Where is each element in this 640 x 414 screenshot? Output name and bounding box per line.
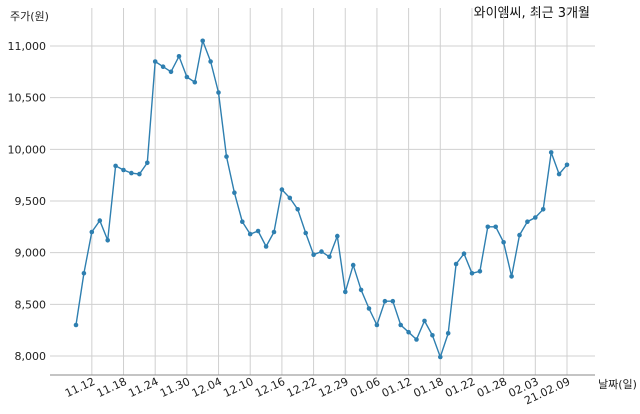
data-point bbox=[192, 79, 198, 85]
data-point bbox=[430, 333, 435, 338]
data-point bbox=[453, 261, 459, 267]
x-tick-label: 11.30 bbox=[158, 375, 192, 400]
data-point bbox=[525, 219, 530, 224]
data-point bbox=[263, 244, 269, 249]
data-point bbox=[382, 298, 388, 304]
data-point bbox=[168, 69, 174, 75]
data-point bbox=[358, 287, 364, 293]
y-tick-label: 10,500 bbox=[8, 92, 47, 105]
data-point bbox=[255, 228, 261, 234]
data-point bbox=[564, 162, 570, 168]
data-point bbox=[184, 74, 190, 80]
x-tick-label: 11.24 bbox=[126, 375, 160, 400]
data-point bbox=[81, 271, 87, 276]
x-tick-label: 12.04 bbox=[190, 375, 224, 400]
x-axis-label: 날짜(일) bbox=[598, 377, 637, 391]
data-point bbox=[287, 195, 293, 201]
data-point bbox=[374, 322, 380, 328]
data-point bbox=[137, 171, 142, 177]
y-tick-label: 10,000 bbox=[8, 143, 47, 156]
data-point bbox=[501, 240, 506, 245]
data-point bbox=[145, 160, 150, 166]
x-tick-label: 01.22 bbox=[443, 375, 477, 400]
data-point bbox=[335, 233, 340, 239]
data-point bbox=[406, 329, 411, 335]
data-point bbox=[121, 167, 126, 173]
data-point bbox=[89, 229, 95, 235]
data-point bbox=[469, 271, 475, 276]
data-point bbox=[461, 251, 467, 256]
x-tick-label: 12.10 bbox=[221, 375, 255, 400]
data-point bbox=[208, 59, 213, 64]
data-point bbox=[113, 163, 118, 169]
data-point bbox=[390, 298, 396, 304]
data-point bbox=[271, 229, 277, 235]
x-tick-label: 12.29 bbox=[316, 375, 350, 400]
price-line bbox=[75, 38, 568, 360]
data-point bbox=[517, 232, 522, 238]
data-point bbox=[73, 322, 79, 328]
x-tick-label: 01.06 bbox=[348, 375, 382, 400]
data-point bbox=[509, 274, 514, 279]
data-point bbox=[97, 218, 103, 223]
x-tick-label: 01.18 bbox=[412, 375, 446, 400]
data-point bbox=[414, 337, 419, 342]
data-point bbox=[540, 207, 546, 212]
x-tick-label: 12.16 bbox=[253, 375, 287, 400]
data-point bbox=[311, 252, 316, 257]
data-point bbox=[129, 170, 134, 176]
data-point bbox=[343, 289, 348, 295]
data-point bbox=[216, 90, 221, 95]
data-point bbox=[105, 238, 110, 243]
y-tick-labels: 8,000 8,500 9,000 9,500 10,000 10,500 11,000 bbox=[8, 40, 47, 363]
data-point bbox=[493, 224, 499, 230]
data-point bbox=[319, 249, 324, 254]
data-point bbox=[398, 322, 404, 328]
data-point bbox=[438, 354, 443, 360]
data-point bbox=[548, 150, 554, 155]
data-point bbox=[422, 318, 427, 324]
data-point bbox=[200, 38, 205, 44]
x-tick-label: 01.12 bbox=[380, 375, 414, 400]
data-point bbox=[327, 254, 332, 260]
data-point bbox=[160, 64, 166, 69]
y-axis-label: 주가(원) bbox=[10, 10, 49, 23]
data-point bbox=[279, 187, 285, 192]
data-point bbox=[224, 154, 229, 159]
chart-title: 와이엠씨, 최근 3개월 bbox=[474, 6, 590, 21]
x-tick-label: 11.12 bbox=[63, 375, 97, 400]
y-tick-label: 11,000 bbox=[8, 40, 47, 53]
data-point bbox=[240, 219, 245, 224]
x-tick-label: 01.28 bbox=[475, 375, 509, 400]
x-tick-labels: 11.1211.1811.2411.3012.0412.1012.1612.22… bbox=[63, 375, 572, 407]
y-tick-label: 8,500 bbox=[15, 298, 47, 311]
y-tick-label: 9,500 bbox=[15, 195, 47, 208]
data-point bbox=[247, 231, 253, 237]
data-point bbox=[295, 207, 301, 212]
y-tick-label: 9,000 bbox=[15, 247, 47, 260]
data-point bbox=[477, 269, 483, 274]
data-point bbox=[533, 215, 538, 220]
data-point bbox=[445, 331, 451, 336]
data-point bbox=[485, 224, 491, 230]
data-point bbox=[152, 59, 158, 64]
data-point bbox=[232, 190, 237, 195]
data-point bbox=[556, 171, 562, 177]
data-point bbox=[303, 230, 309, 236]
data-point bbox=[176, 54, 182, 59]
data-points bbox=[73, 38, 570, 360]
data-point bbox=[350, 262, 356, 268]
x-tick-label: 12.22 bbox=[285, 375, 319, 400]
data-point bbox=[366, 306, 372, 311]
grid bbox=[50, 8, 595, 375]
y-tick-label: 8,000 bbox=[15, 350, 47, 363]
x-tick-label: 11.18 bbox=[95, 375, 129, 400]
